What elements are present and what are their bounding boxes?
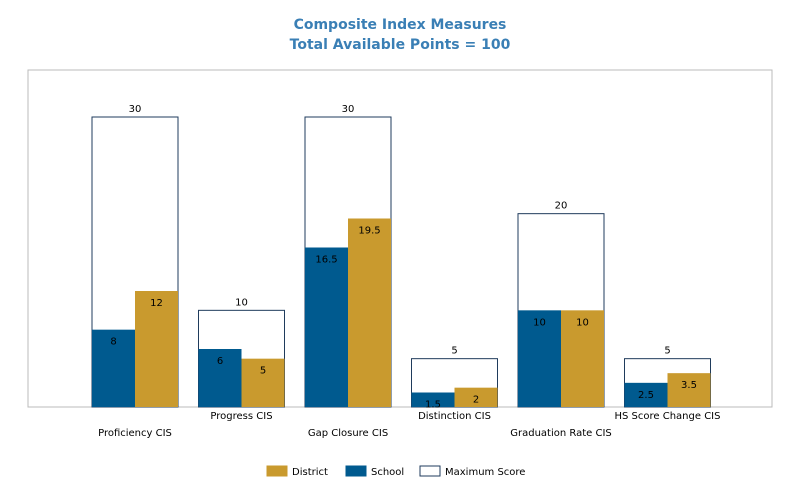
category-label-graduation-rate-cis: Graduation Rate CIS: [510, 428, 612, 439]
legend-label-maximum-score: Maximum Score: [445, 467, 525, 478]
legend-label-school: School: [371, 467, 404, 478]
category-label-progress-cis: Progress CIS: [210, 411, 272, 422]
school-value-label-distinction-cis: 1.5: [425, 400, 441, 411]
chart-title: Composite Index Measures: [294, 17, 507, 33]
category-label-gap-closure-cis: Gap Closure CIS: [308, 428, 388, 439]
district-value-label-gap-closure-cis: 19.5: [358, 226, 380, 237]
legend: District School Maximum Score: [266, 465, 525, 478]
category-label-proficiency-cis: Proficiency CIS: [98, 428, 172, 439]
max-score-label-gap-closure-cis: 30: [342, 104, 355, 115]
district-value-label-proficiency-cis: 12: [150, 298, 163, 309]
school-bar-graduation-rate-cis: [518, 310, 561, 407]
max-score-label-distinction-cis: 5: [451, 346, 457, 357]
category-label-distinction-cis: Distinction CIS: [418, 411, 491, 422]
district-bar-distinction-cis: [454, 387, 498, 407]
school-value-label-graduation-rate-cis: 10: [533, 317, 546, 328]
max-score-label-progress-cis: 10: [235, 297, 248, 308]
school-value-label-gap-closure-cis: 16.5: [315, 255, 337, 266]
school-bar-progress-cis: [198, 349, 242, 407]
school-value-label-hs-score-change-cis: 2.5: [638, 390, 654, 401]
district-value-label-graduation-rate-cis: 10: [576, 317, 589, 328]
chart-subtitle: Total Available Points = 100: [290, 37, 511, 53]
bars-group: [91, 116, 711, 408]
school-bar-proficiency-cis: [92, 329, 135, 407]
district-value-label-distinction-cis: 2: [473, 395, 479, 406]
school-bar-hs-score-change-cis: [624, 382, 668, 407]
district-bar-proficiency-cis: [135, 291, 178, 407]
max-score-label-hs-score-change-cis: 5: [664, 346, 670, 357]
labels-group: 30 8 12 Proficiency CIS 10 6 5 Progress CIS 30 16…: [98, 104, 720, 439]
max-score-label-graduation-rate-cis: 20: [555, 201, 568, 212]
legend-swatch-maximum-score: [419, 465, 441, 477]
category-label-hs-score-change-cis: HS Score Change CIS: [615, 411, 721, 422]
legend-swatch-district: [266, 465, 288, 477]
district-bar-hs-score-change-cis: [667, 373, 711, 407]
max-score-label-proficiency-cis: 30: [129, 104, 142, 115]
legend-label-district: District: [292, 467, 328, 478]
district-value-label-hs-score-change-cis: 3.5: [681, 380, 697, 391]
district-bar-graduation-rate-cis: [561, 310, 604, 407]
legend-swatch-school: [345, 465, 367, 477]
district-bar-gap-closure-cis: [348, 218, 391, 407]
school-bar-gap-closure-cis: [305, 247, 348, 407]
district-bar-progress-cis: [241, 358, 285, 407]
school-value-label-proficiency-cis: 8: [110, 337, 116, 348]
school-value-label-progress-cis: 6: [217, 356, 223, 367]
district-value-label-progress-cis: 5: [260, 366, 266, 377]
school-bar-distinction-cis: [411, 392, 455, 407]
